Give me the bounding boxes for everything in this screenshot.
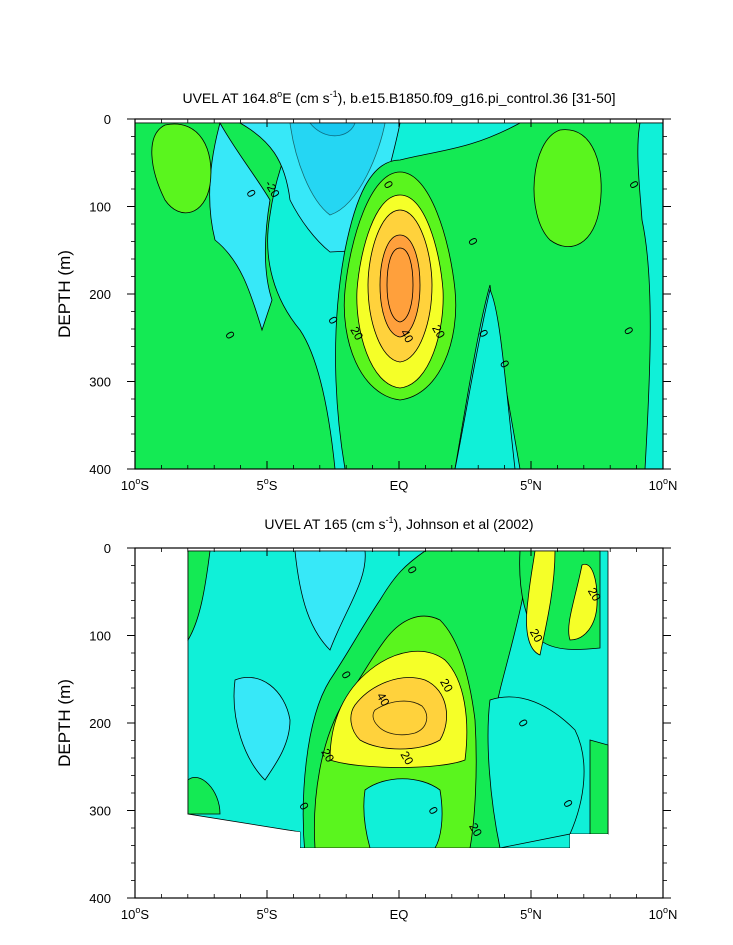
contour-label: 20	[429, 322, 448, 341]
bottom-fill-white-bottom	[135, 814, 608, 898]
bottom-fill-cyan-split	[363, 778, 443, 849]
x-tick-label: 5oS	[257, 905, 278, 922]
bottom-y-axis-label: DEPTH (m)	[55, 679, 74, 767]
y-tick-label: 400	[89, 891, 111, 906]
bottom-x-ticks: 10oS 5oS EQ 5oN 10oN	[121, 548, 678, 922]
y-tick-label: 300	[89, 375, 111, 390]
x-tick-label: 10oN	[649, 905, 678, 922]
y-tick-label: 400	[89, 462, 111, 477]
y-tick-label: 200	[89, 716, 111, 731]
top-y-axis-label: DEPTH (m)	[55, 250, 74, 338]
contour-label: 20	[398, 749, 417, 768]
y-tick-label: 300	[89, 804, 111, 819]
panel-model: UVEL AT 164.8oE (cm s-1), b.e15.B1850.f0…	[55, 89, 677, 493]
top-fill-west-lime	[151, 123, 212, 214]
y-tick-label: 0	[104, 541, 111, 556]
y-tick-label: 0	[104, 112, 111, 127]
bottom-y-ticks: 0 100 200 300 400	[89, 541, 671, 906]
top-axes: 10oS 5oS EQ 5oN 10oN 0 100 200 300 400 DEPTH (m)	[55, 112, 677, 493]
bottom-fill-cyan-east	[487, 696, 585, 849]
top-x-ticks: 10oS 5oS EQ 5oN 10oN	[121, 119, 678, 493]
bottom-fill-green-sw	[187, 777, 221, 815]
top-fill-jet-core	[386, 247, 414, 323]
x-tick-label: 10oS	[121, 476, 149, 493]
bottom-axes: 10oS 5oS EQ 5oN 10oN 0 100 200 300 400 DEPTH (m)	[55, 541, 677, 922]
y-tick-label: 200	[89, 287, 111, 302]
contour-label: 40	[398, 327, 417, 346]
bottom-fill-yellow-far-east	[568, 563, 598, 641]
contour-label: 20	[585, 585, 604, 604]
bottom-fill-orange-core	[372, 700, 428, 736]
bottom-fill-green-west	[187, 550, 211, 642]
top-title: UVEL AT 164.8oE (cm s-1), b.e15.B1850.f0…	[182, 89, 615, 106]
bottom-fill-green-se	[589, 739, 609, 835]
x-tick-label: 5oS	[257, 476, 278, 493]
contour-label: 20	[318, 746, 337, 765]
x-tick-label: 10oN	[649, 476, 678, 493]
contour-label: 40	[374, 690, 393, 709]
bottom-fill-west-cyan	[294, 550, 366, 651]
x-tick-label: 5oN	[520, 476, 542, 493]
contour-label: 20	[347, 324, 366, 343]
top-y-ticks: 0 100 200 300 400	[89, 112, 671, 477]
top-contour-field	[135, 121, 663, 469]
y-tick-label: 100	[89, 200, 111, 215]
top-fill-west-cyan2	[209, 121, 273, 332]
bottom-fill-yellow-east	[526, 550, 556, 656]
top-fill-east-cyan	[454, 288, 516, 469]
panel-observation: UVEL AT 165 (cm s-1), Johnson et al (200…	[55, 515, 677, 922]
bottom-contour-field	[135, 550, 609, 898]
top-fill-east-lime	[533, 129, 602, 248]
y-tick-label: 100	[89, 629, 111, 644]
x-tick-label: 10oS	[121, 905, 149, 922]
contour-label: 20	[466, 820, 485, 839]
x-tick-label: EQ	[390, 907, 409, 922]
top-fill-neg20	[289, 122, 386, 216]
contour-label: 20	[527, 626, 546, 645]
x-tick-label: EQ	[390, 478, 409, 493]
contour-label: 20	[437, 676, 456, 695]
bottom-fill-cyan-pool	[233, 677, 291, 781]
top-fill-east-edge	[637, 122, 663, 469]
x-tick-label: 5oN	[520, 905, 542, 922]
bottom-title: UVEL AT 165 (cm s-1), Johnson et al (200…	[264, 515, 533, 532]
